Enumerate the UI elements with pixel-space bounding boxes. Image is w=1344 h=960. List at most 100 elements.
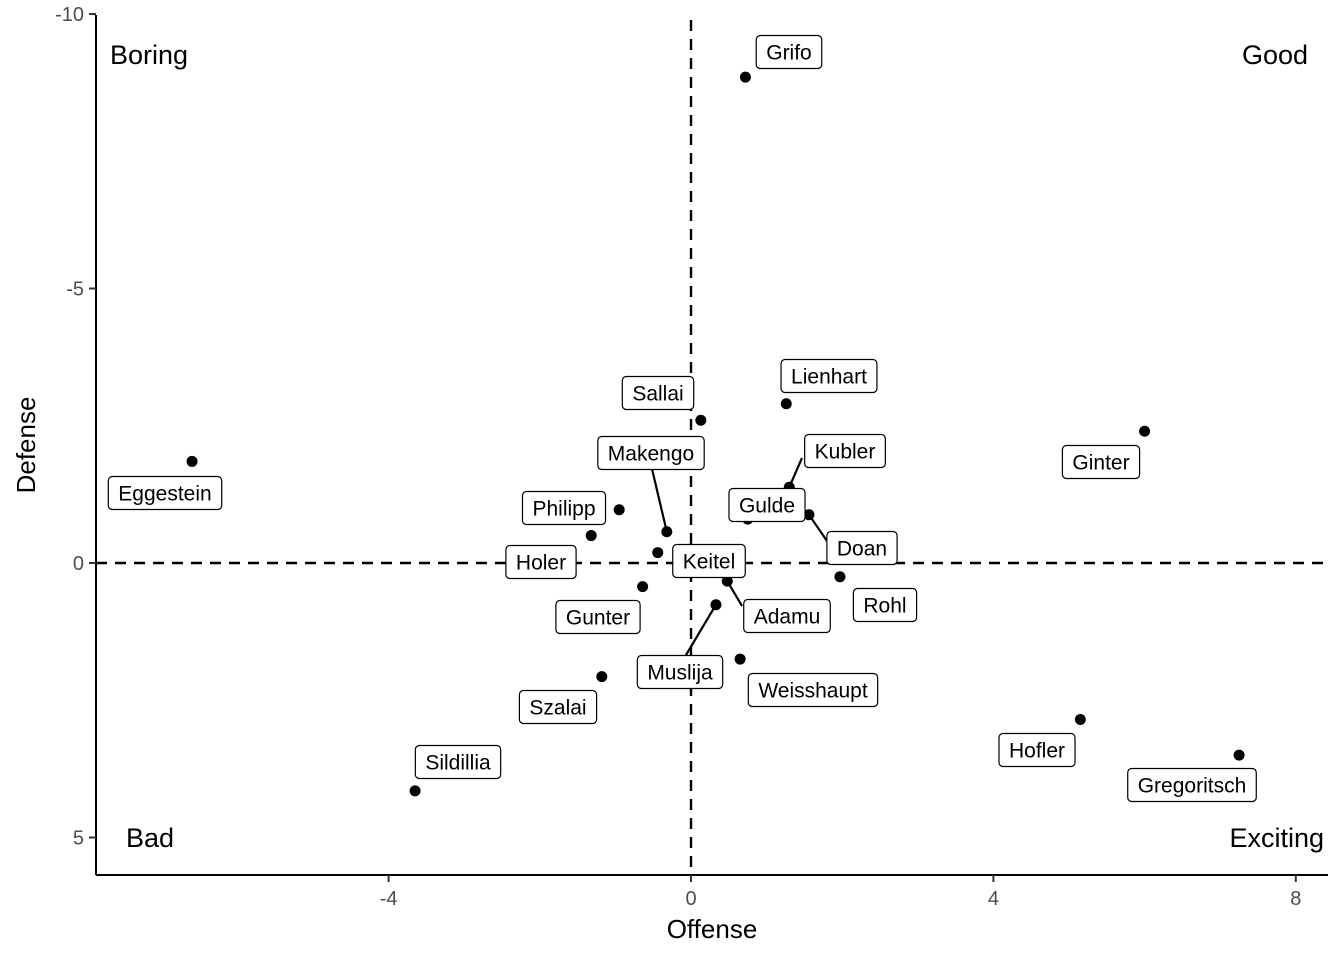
x-tick-label: 8	[1290, 888, 1301, 910]
point-label: Adamu	[743, 598, 831, 634]
point-label-text: Eggestein	[118, 483, 211, 506]
point-label-text: Philipp	[532, 498, 595, 521]
data-point	[585, 530, 597, 542]
data-points	[186, 71, 1245, 797]
data-point	[596, 671, 608, 683]
x-axis-ticks: -4 0 4 8	[380, 875, 1301, 910]
data-point	[834, 571, 846, 583]
data-point	[661, 526, 673, 538]
y-axis-ticks: -10 -5 0 5	[55, 4, 96, 850]
point-label: Holer	[505, 544, 577, 580]
data-point	[803, 509, 815, 521]
x-axis-title: Offense	[667, 914, 758, 944]
quadrant-label-top-left: Boring	[110, 40, 188, 70]
data-point	[652, 547, 664, 559]
x-tick-label: 4	[988, 888, 999, 910]
point-label-box	[1061, 444, 1141, 480]
point-label: Kubler	[804, 433, 886, 469]
leader-line	[650, 468, 668, 532]
point-label-text: Grifo	[766, 42, 812, 65]
data-point	[613, 504, 625, 516]
point-label-box	[107, 475, 223, 511]
y-axis-title: Defense	[11, 397, 41, 494]
point-label-text: Sallai	[632, 383, 683, 406]
point-label: Weisshaupt	[747, 672, 879, 708]
x-tick-label: 0	[685, 888, 696, 910]
point-label-box	[998, 732, 1076, 768]
point-label: Szalai	[518, 689, 598, 725]
data-point	[721, 575, 733, 587]
point-label-box	[636, 654, 724, 690]
point-label-box	[826, 530, 898, 566]
x-tick-label: -4	[380, 888, 398, 910]
data-point	[1139, 425, 1151, 437]
point-label-box	[555, 599, 641, 635]
point-label: Keitel	[672, 543, 746, 579]
point-label-box	[780, 358, 878, 394]
data-point	[739, 71, 751, 83]
point-label-box	[505, 544, 577, 580]
point-label-box	[743, 598, 831, 634]
point-label-text: Kubler	[815, 441, 876, 464]
point-label-text: Ginter	[1072, 452, 1129, 475]
point-label: Ginter	[1061, 444, 1141, 480]
point-label: Sallai	[621, 375, 695, 411]
data-point	[1233, 749, 1245, 761]
point-label: Grifo	[755, 34, 823, 70]
point-label-text: Rohl	[863, 595, 906, 618]
point-label-text: Gunter	[566, 607, 630, 630]
point-label: Muslija	[636, 654, 724, 690]
point-label: Doan	[826, 530, 898, 566]
point-label-text: Muslija	[647, 662, 713, 685]
point-label-box	[728, 487, 806, 523]
data-point	[710, 599, 722, 611]
point-label-text: Sildillia	[425, 752, 491, 775]
data-point	[186, 455, 198, 467]
point-label: Gunter	[555, 599, 641, 635]
point-label-box	[518, 689, 598, 725]
point-label-box	[852, 587, 918, 623]
leader-line	[685, 604, 717, 656]
point-label: Sildillia	[414, 744, 502, 780]
point-label-text: Holer	[516, 552, 566, 575]
quadrant-label-top-right: Good	[1242, 40, 1308, 70]
point-label: Gregoritsch	[1127, 767, 1257, 803]
point-label-box	[672, 543, 746, 579]
point-label-text: Weisshaupt	[758, 680, 868, 703]
data-point	[780, 398, 792, 410]
y-tick-label: -10	[55, 4, 84, 26]
y-tick-label: 5	[73, 828, 84, 850]
point-label-text: Hofler	[1009, 740, 1065, 763]
quadrant-label-bottom-right: Exciting	[1229, 823, 1324, 853]
point-label-text: Adamu	[754, 606, 821, 629]
point-label-box	[755, 34, 823, 70]
point-label-box	[597, 435, 705, 471]
point-label-box	[521, 490, 607, 526]
point-label-box	[621, 375, 695, 411]
data-point	[734, 653, 746, 665]
point-label: Eggestein	[107, 475, 223, 511]
quadrant-label-bottom-left: Bad	[126, 823, 174, 853]
point-label-box	[804, 433, 886, 469]
data-point	[695, 414, 707, 426]
point-label-text: Szalai	[529, 697, 586, 720]
point-label: Hofler	[998, 732, 1076, 768]
data-point	[409, 785, 421, 797]
point-label-text: Gregoritsch	[1138, 775, 1247, 798]
point-label-box	[747, 672, 879, 708]
point-label-box	[414, 744, 502, 780]
point-label: Makengo	[597, 435, 705, 471]
point-label-text: Makengo	[608, 443, 694, 466]
y-tick-label: -5	[66, 279, 84, 301]
y-tick-label: 0	[73, 553, 84, 575]
data-point	[637, 581, 649, 593]
point-label-text: Gulde	[739, 495, 795, 518]
point-label: Philipp	[521, 490, 607, 526]
data-point	[1074, 713, 1086, 725]
point-label: Rohl	[852, 587, 918, 623]
point-label: Lienhart	[780, 358, 878, 394]
point-label-text: Lienhart	[791, 366, 867, 389]
point-label: Gulde	[728, 487, 806, 523]
point-label-box	[1127, 767, 1257, 803]
